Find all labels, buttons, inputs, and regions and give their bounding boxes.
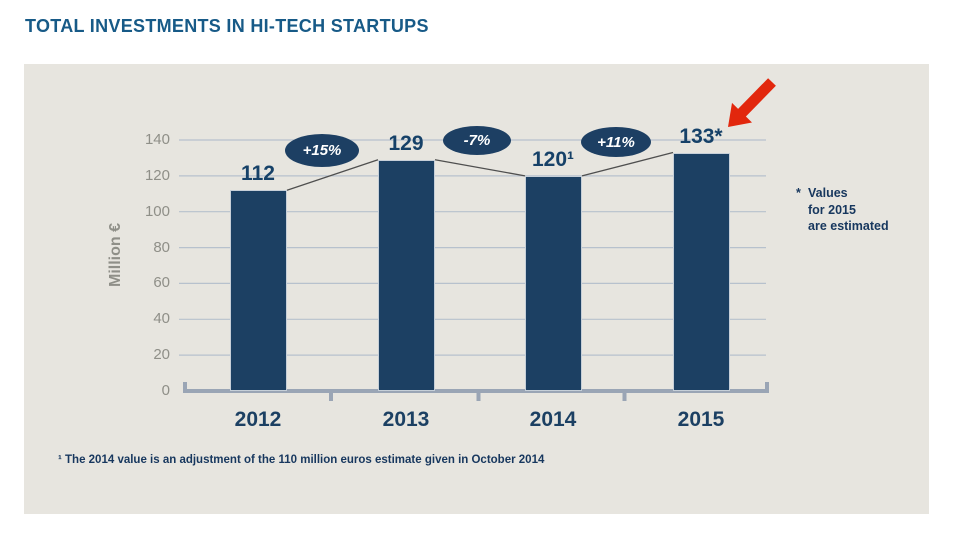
- y-axis-title: Million €: [107, 223, 124, 287]
- trend-connector-lines: [286, 151, 674, 191]
- percent-change-badge-1: +15%: [285, 134, 359, 167]
- red-arrow-icon: [728, 78, 776, 127]
- chart-panel: 0 20 40 60 80 100 120 140 Million € 112 …: [24, 64, 929, 514]
- estimate-note-asterisk: *: [796, 186, 801, 200]
- y-tick-0: 0: [161, 382, 170, 399]
- bar-2015: [673, 152, 730, 391]
- x-label-2014: 2014: [529, 408, 577, 431]
- y-tick-80: 80: [153, 238, 170, 256]
- x-label-2013: 2013: [382, 408, 430, 431]
- estimate-note-line-3: are estimated: [808, 219, 889, 233]
- y-tick-60: 60: [153, 274, 170, 292]
- percent-change-badge-3: +11%: [581, 127, 651, 157]
- bar-value-2012: 112: [241, 162, 275, 186]
- estimate-note-line-2: for 2015: [808, 202, 856, 217]
- x-label-2015: 2015: [677, 408, 725, 431]
- bar-value-2014: 120¹: [531, 147, 575, 171]
- x-label-2012: 2012: [234, 408, 282, 431]
- bar-2014: [525, 175, 582, 391]
- y-tick-40: 40: [153, 310, 170, 328]
- estimate-note-line-1: Values: [808, 186, 848, 200]
- percent-change-badge-2: -7%: [443, 126, 511, 155]
- bar-value-2015: 133*: [679, 124, 723, 148]
- footnote: ¹ The 2014 value is an adjustment of the…: [58, 454, 545, 466]
- estimate-note: * Values for 2015 are estimated: [796, 185, 889, 235]
- y-tick-140: 140: [144, 131, 170, 148]
- bar-2013: [378, 159, 435, 391]
- bar-value-2013: 129: [388, 131, 424, 155]
- page-title: TOTAL INVESTMENTS IN HI-TECH STARTUPS: [25, 16, 429, 36]
- estimate-note-lines: Values for 2015 are estimated: [808, 185, 889, 235]
- bar-2012: [230, 190, 287, 391]
- y-tick-120: 120: [144, 166, 170, 184]
- y-tick-100: 100: [144, 202, 170, 220]
- y-tick-20: 20: [153, 346, 170, 364]
- x-axis-line: [183, 382, 769, 401]
